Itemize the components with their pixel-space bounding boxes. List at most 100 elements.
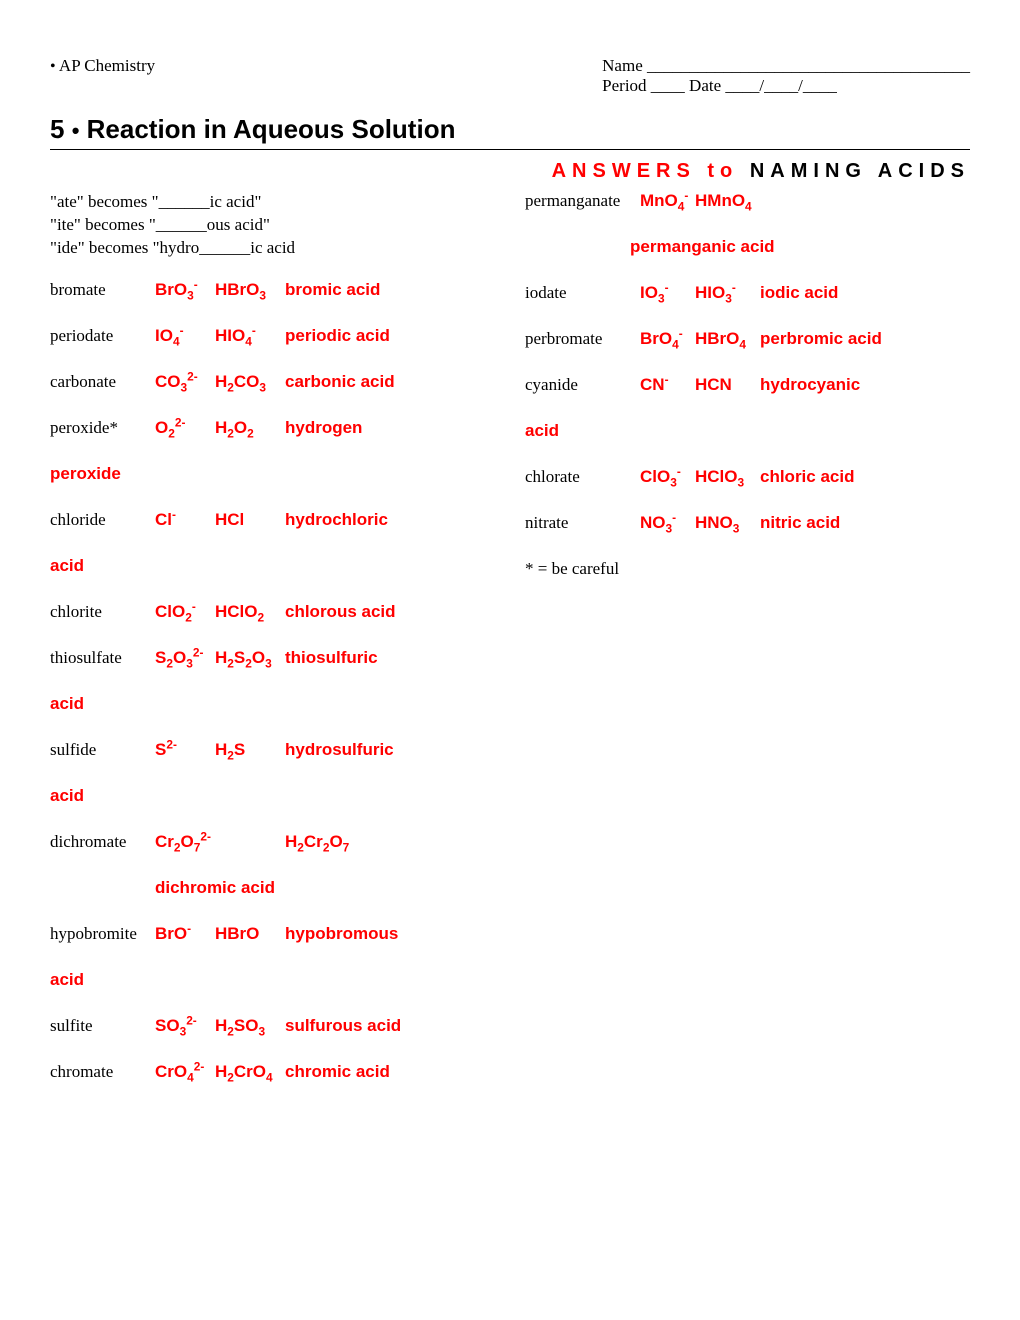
acid-name: iodic acid [760, 283, 838, 303]
ion-name: periodate [50, 326, 155, 346]
acid-name-overflow: acid [525, 421, 970, 441]
acid-formula: HBrO4 [695, 329, 760, 349]
acid-name-overflow: dichromic acid [155, 878, 495, 898]
ion-formula: BrO4- [640, 329, 695, 349]
acid-formula: HBrO3 [215, 280, 285, 300]
ion-formula: Cl- [155, 510, 215, 530]
period-date-line: Period ____ Date ____/____/____ [602, 76, 970, 96]
acid-formula: H2S2O3 [215, 648, 285, 668]
acid-entry: chloriteClO2-HClO2chlorous acid [50, 602, 495, 622]
acid-entry: carbonateCO32-H2CO3carbonic acid [50, 372, 495, 392]
rule-ide: "ide" becomes "hydro______ic acid [50, 237, 495, 260]
ion-name: chromate [50, 1062, 155, 1082]
name-date-block: Name ___________________________________… [602, 56, 970, 96]
acid-name: perbromic acid [760, 329, 882, 349]
ion-name: dichromate [50, 832, 155, 852]
answers-header: ANSWERS to NAMING ACIDS [50, 160, 970, 183]
acid-name-overflow: acid [50, 556, 495, 576]
acid-entry: cyanideCN-HCNhydrocyanic [525, 375, 970, 395]
acid-entry: chlorideCl-HClhydrochloric [50, 510, 495, 530]
acid-entry: peroxide*O22-H2O2hydrogen [50, 418, 495, 438]
acid-formula: HMnO4 [695, 191, 760, 211]
acid-entry: chlorateClO3-HClO3chloric acid [525, 467, 970, 487]
acid-name: nitric acid [760, 513, 840, 533]
acid-name-overflow: peroxide [50, 464, 495, 484]
acid-formula: H2CrO4 [215, 1062, 285, 1082]
answers-black: NAMING ACIDS [750, 160, 970, 182]
name-line: Name ___________________________________… [602, 56, 970, 76]
ion-formula: S2- [155, 740, 215, 760]
left-entries: bromateBrO3-HBrO3bromic acid periodateIO4… [50, 280, 495, 1082]
ion-formula: ClO2- [155, 602, 215, 622]
acid-formula: HIO4- [215, 326, 285, 346]
ion-formula: NO3- [640, 513, 695, 533]
ion-formula: O22- [155, 418, 215, 438]
acid-formula: HCN [695, 375, 760, 395]
acid-entry: nitrateNO3-HNO3nitric acid [525, 513, 970, 533]
ion-name: chlorate [525, 467, 640, 487]
acid-formula: HCl [215, 510, 285, 530]
acid-formula: HClO3 [695, 467, 760, 487]
acid-formula: H2S [215, 740, 285, 760]
ion-name: carbonate [50, 372, 155, 392]
acid-entry: chromateCrO42-H2CrO4chromic acid [50, 1062, 495, 1082]
right-column: permanganateMnO4-HMnO4permanganic acidio… [525, 191, 970, 1108]
acid-name: chlorous acid [285, 602, 396, 622]
acid-name: thiosulfuric [285, 648, 378, 668]
acid-formula: H2SO3 [215, 1016, 285, 1036]
ion-name: perbromate [525, 329, 640, 349]
acid-entry: sulfiteSO32-H2SO3sulfurous acid [50, 1016, 495, 1036]
ion-formula: CrO42- [155, 1062, 215, 1082]
ion-formula: BrO- [155, 924, 215, 944]
ion-formula: S2O32- [155, 648, 215, 668]
acid-name-overflow: acid [50, 970, 495, 990]
ion-name: chloride [50, 510, 155, 530]
acid-formula: HClO2 [215, 602, 285, 622]
footnote: * = be careful [525, 559, 970, 579]
acid-name: hypobromous [285, 924, 398, 944]
acid-name: sulfurous acid [285, 1016, 401, 1036]
ion-name: nitrate [525, 513, 640, 533]
ion-name: permanganate [525, 191, 640, 211]
ion-name: hypobromite [50, 924, 155, 944]
acid-name: chromic acid [285, 1062, 390, 1082]
title-rule [50, 149, 970, 150]
ion-name: iodate [525, 283, 640, 303]
acid-entry: hypobromiteBrO-HBrOhypobromous [50, 924, 495, 944]
naming-rules: "ate" becomes "______ic acid" "ite" beco… [50, 191, 495, 260]
right-entries: permanganateMnO4-HMnO4permanganic acidio… [525, 191, 970, 533]
acid-formula: HIO3- [695, 283, 760, 303]
ion-name: bromate [50, 280, 155, 300]
acid-name: hydrocyanic [760, 375, 860, 395]
acid-name: hydrosulfuric [285, 740, 394, 760]
acid-entry: perbromateBrO4-HBrO4perbromic acid [525, 329, 970, 349]
ion-name: thiosulfate [50, 648, 155, 668]
acid-formula: HNO3 [695, 513, 760, 533]
course-label: • AP Chemistry [50, 56, 155, 96]
ion-formula: CN- [640, 375, 695, 395]
acid-name-overflow: acid [50, 786, 495, 806]
rule-ate: "ate" becomes "______ic acid" [50, 191, 495, 214]
ion-formula: IO3- [640, 283, 695, 303]
acid-formula: HBrO [215, 924, 285, 944]
acid-entry: iodateIO3-HIO3-iodic acid [525, 283, 970, 303]
acid-name: hydrochloric [285, 510, 388, 530]
acid-name: hydrogen [285, 418, 362, 438]
ion-name: sulfide [50, 740, 155, 760]
title-number: 5 [50, 114, 64, 144]
ion-name: peroxide* [50, 418, 155, 438]
acid-entry: thiosulfateS2O32-H2S2O3thiosulfuric [50, 648, 495, 668]
ion-formula: BrO3- [155, 280, 215, 300]
acid-name-overflow: acid [50, 694, 495, 714]
acid-formula: H2O2 [215, 418, 285, 438]
ion-name: cyanide [525, 375, 640, 395]
acid-entry: periodateIO4-HIO4-periodic acid [50, 326, 495, 346]
acid-entry: dichromateCr2O72-H2Cr2O7 [50, 832, 495, 852]
ion-formula: Cr2O72- [155, 832, 215, 852]
ion-formula: IO4- [155, 326, 215, 346]
page-header: • AP Chemistry Name ____________________… [50, 56, 970, 96]
acid-name: chloric acid [760, 467, 854, 487]
course-text: AP Chemistry [59, 56, 155, 75]
ion-name: sulfite [50, 1016, 155, 1036]
acid-name: bromic acid [285, 280, 380, 300]
